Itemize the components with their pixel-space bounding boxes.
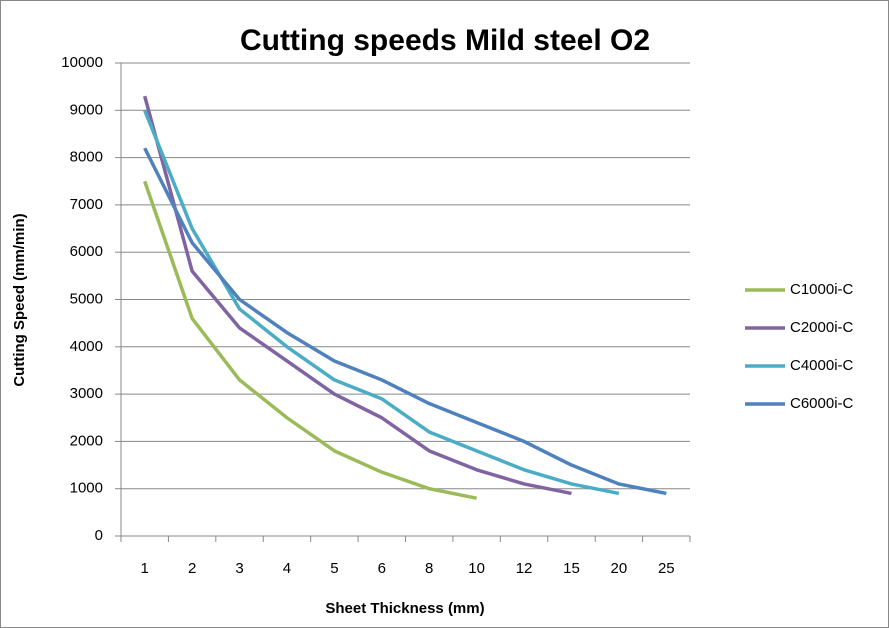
legend-label: C6000i-C bbox=[790, 395, 854, 412]
y-tick-label: 3000 bbox=[70, 385, 103, 402]
x-axis-label: Sheet Thickness (mm) bbox=[325, 600, 484, 617]
y-tick-label: 8000 bbox=[70, 149, 103, 166]
x-tick-label: 25 bbox=[658, 560, 675, 577]
y-axis-label: Cutting Speed (mm/min) bbox=[11, 213, 28, 386]
y-tick-label: 4000 bbox=[70, 338, 103, 355]
y-tick-label: 6000 bbox=[70, 243, 103, 260]
x-tick-label: 1 bbox=[141, 560, 149, 577]
y-tick-label: 7000 bbox=[70, 196, 103, 213]
y-tick-label: 5000 bbox=[70, 290, 103, 307]
x-tick-label: 4 bbox=[283, 560, 291, 577]
x-tick-label: 5 bbox=[330, 560, 338, 577]
legend-label: C1000i-C bbox=[790, 281, 854, 298]
legend-label: C4000i-C bbox=[790, 357, 854, 374]
x-tick-label: 3 bbox=[235, 560, 243, 577]
y-tick-label: 2000 bbox=[70, 432, 103, 449]
x-tick-label: 12 bbox=[516, 560, 533, 577]
legend-label: C2000i-C bbox=[790, 319, 854, 336]
y-tick-label: 1000 bbox=[70, 480, 103, 497]
x-tick-label: 6 bbox=[378, 560, 386, 577]
series-line bbox=[143, 180, 477, 500]
x-tick-label: 2 bbox=[188, 560, 196, 577]
x-tick-label: 8 bbox=[425, 560, 433, 577]
y-tick-label: 9000 bbox=[70, 101, 103, 118]
series-line bbox=[143, 95, 572, 496]
x-tick-label: 10 bbox=[468, 560, 485, 577]
x-tick-label: 15 bbox=[563, 560, 580, 577]
x-tick-label: 20 bbox=[611, 560, 628, 577]
y-tick-label: 10000 bbox=[61, 54, 103, 71]
chart-title: Cutting speeds Mild steel O2 bbox=[240, 24, 650, 57]
y-tick-label: 0 bbox=[95, 527, 103, 544]
series-line bbox=[143, 147, 667, 496]
